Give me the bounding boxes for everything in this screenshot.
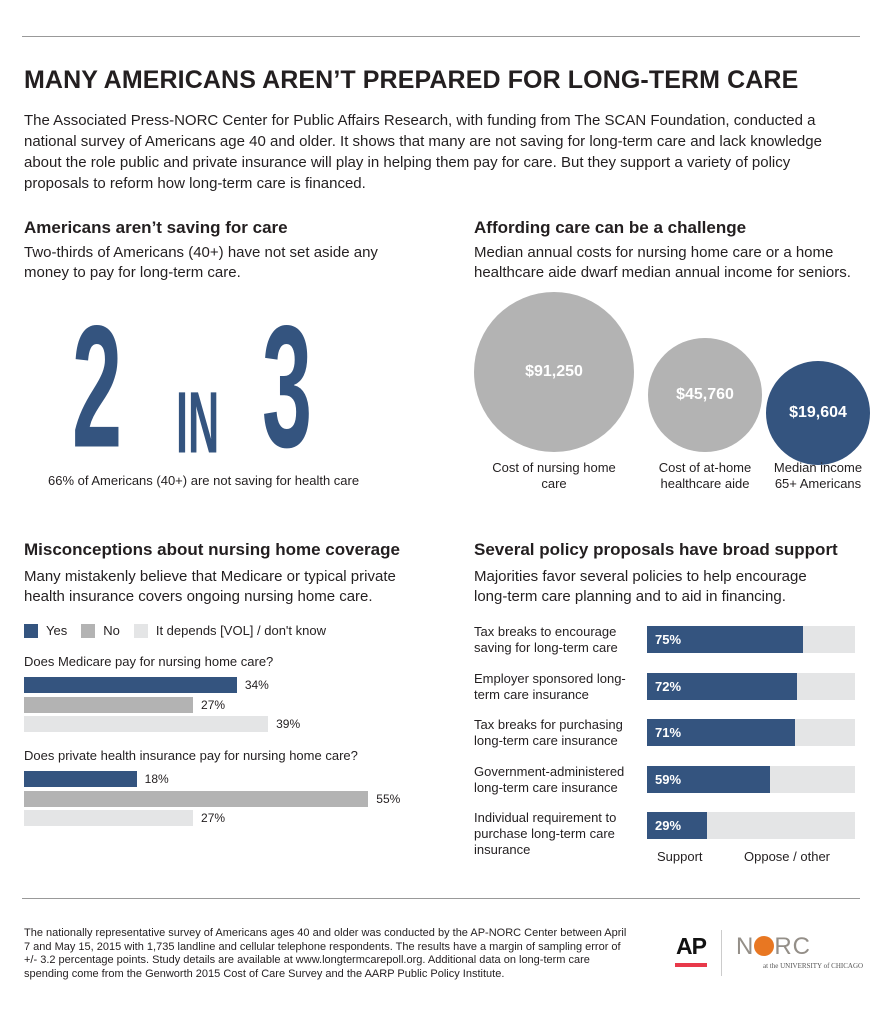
legend-swatch-no	[81, 623, 96, 638]
big-number-3: 3	[262, 289, 313, 485]
norc-logo: N RC	[736, 933, 812, 960]
policy-bar-oppose: 75%	[647, 626, 855, 653]
misconceptions-heading: Misconceptions about nursing home covera…	[24, 540, 400, 559]
bar-no	[24, 696, 194, 713]
bubble-value: $91,250	[525, 363, 583, 380]
ap-logo-underline	[675, 963, 707, 967]
policy-value: 75%	[655, 632, 682, 647]
bubble-value: $45,760	[676, 385, 734, 403]
policy-bar-oppose: 71%	[647, 719, 855, 747]
bar-value: 18%	[144, 772, 169, 786]
legend-support: Support	[657, 849, 703, 864]
saving-caption: 66% of Americans (40+) are not saving fo…	[48, 473, 360, 488]
legend-depends: It depends [VOL] / don't know	[155, 623, 326, 638]
footnote: The nationally representative survey of …	[24, 927, 627, 980]
bar-value: 39%	[276, 717, 301, 731]
bar-value: 27%	[201, 811, 226, 825]
policy-bar-oppose: 59%	[647, 765, 855, 793]
bubble-label: Median income 65+ Americans	[773, 460, 863, 491]
saving-heading: Americans aren’t saving for care	[24, 218, 288, 237]
legend-swatch-depends	[133, 623, 148, 638]
saving-subtitle: Two-thirds of Americans (40+) have not s…	[24, 244, 378, 281]
policy-heading: Several policy proposals have broad supp…	[474, 540, 838, 559]
policy-bar-support: 29%	[647, 812, 708, 840]
bubble-2: $19,604	[766, 361, 870, 465]
bar-no	[24, 790, 369, 807]
policy-label: Individual requirement to purchase long-…	[474, 810, 617, 858]
bar-value: 55%	[376, 791, 401, 806]
afford-heading: Affording care can be a challenge	[474, 218, 747, 237]
bottom-rule	[22, 898, 860, 899]
bubble-value: $19,604	[789, 403, 847, 421]
bar-depends	[24, 716, 269, 732]
norc-logo-sub: at the UNIVERSITY of CHICAGO	[763, 962, 864, 970]
bar-yes	[24, 771, 137, 787]
bubble-0: $91,250	[474, 292, 634, 452]
policy-label: Tax breaks to encourage saving for long-…	[474, 624, 618, 655]
policy-value: 29%	[655, 818, 682, 834]
question-label: Does Medicare pay for nursing home care?	[24, 654, 274, 669]
bar-depends	[24, 810, 194, 826]
bubble-1: $45,760	[648, 338, 762, 452]
big-number-2: 2	[72, 289, 123, 485]
bar-value: 27%	[201, 697, 226, 712]
policy-value: 71%	[655, 725, 682, 741]
logo-divider	[721, 930, 722, 976]
bubble-label: Cost of nursing home care	[492, 460, 616, 491]
big-in: IN	[176, 374, 220, 472]
legend-swatch-yes	[24, 623, 38, 638]
misconceptions-subtitle: Many mistakenly believe that Medicare or…	[24, 568, 396, 605]
policy-bar-support: 75%	[647, 626, 803, 653]
legend-yes: Yes	[46, 623, 68, 638]
policy-bar-support: 71%	[647, 719, 795, 747]
bubble-label: Cost of at-home healthcare aide	[658, 460, 752, 491]
afford-subtitle: Median annual costs for nursing home car…	[474, 244, 851, 281]
policy-value: 59%	[655, 771, 682, 787]
question-label: Does private health insurance pay for nu…	[24, 748, 358, 763]
policy-bar-oppose: 29%	[647, 812, 855, 840]
policy-subtitle: Majorities favor several policies to hel…	[474, 568, 807, 605]
legend-no: No	[103, 623, 120, 638]
page-title: MANY AMERICANS AREN’T PREPARED FOR LONG-…	[24, 66, 799, 94]
policy-label: Tax breaks for purchasing long-term care…	[474, 717, 623, 749]
legend-oppose: Oppose / other	[744, 849, 830, 864]
intro-text: The Associated Press-NORC Center for Pub…	[24, 112, 822, 192]
misconceptions-legend: Yes No It depends [VOL] / don't know	[24, 623, 340, 638]
bar-value: 34%	[244, 678, 269, 692]
ap-logo: AP	[676, 933, 707, 959]
policy-bar-support: 72%	[647, 672, 797, 700]
policy-bar-support: 59%	[647, 765, 770, 793]
policy-value: 72%	[655, 678, 682, 694]
bar-yes	[24, 677, 237, 693]
policy-label: Employer sponsored long-term care insura…	[474, 670, 626, 702]
top-rule	[22, 36, 860, 37]
policy-bar-oppose: 72%	[647, 672, 855, 700]
policy-label: Government-administered long-term care i…	[474, 763, 625, 795]
